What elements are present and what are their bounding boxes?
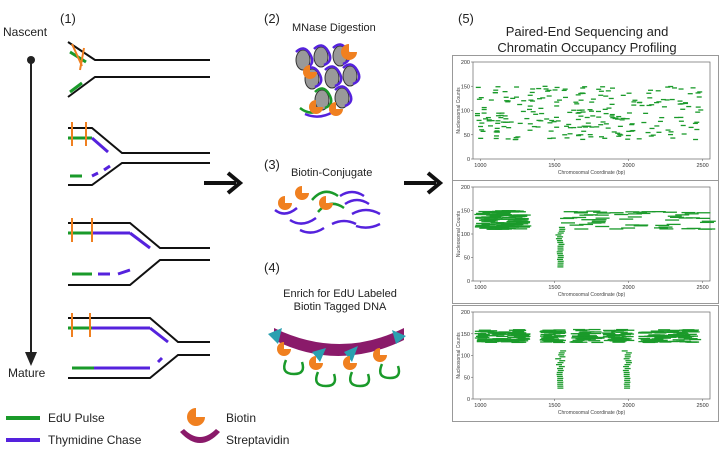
- x-tick-label: 2000: [622, 163, 634, 169]
- fork-2: [68, 122, 210, 186]
- y-axis-label: Nucleosomal Counts: [456, 210, 462, 257]
- x-tick-label: 2500: [696, 285, 708, 291]
- y-tick-label: 200: [461, 185, 470, 191]
- y-tick-label: 100: [461, 109, 470, 115]
- legend-streptavidin-icon: [180, 429, 220, 443]
- x-tick-label: 2500: [696, 403, 708, 409]
- legend-biotin-label: Biotin: [226, 411, 257, 425]
- arrow-to-step-3: [204, 171, 244, 195]
- profile-plot-1-svg: 0 50 100 150 200 1000 1500 2000 2500 Chromosomal …: [456, 60, 711, 176]
- legend-streptavidin-label: Streptavidin: [226, 433, 290, 447]
- panel-4-number: (4): [264, 260, 280, 275]
- y-tick-label: 100: [461, 232, 470, 238]
- x-tick-label: 1500: [548, 285, 560, 291]
- x-tick-label: 1500: [548, 163, 560, 169]
- x-tick-label: 2000: [622, 403, 634, 409]
- panel-3-number: (3): [264, 157, 280, 172]
- panel-2-number: (2): [264, 11, 280, 26]
- y-tick-label: 200: [461, 60, 470, 66]
- profile-plot-1: 0 50 100 150 200 1000 1500 2000 2500 Chromosomal …: [452, 55, 719, 182]
- y-tick-label: 0: [467, 397, 470, 403]
- plot-frame: [472, 186, 711, 282]
- legend-biotin-icon: [187, 408, 205, 426]
- mature-label: Mature: [8, 366, 46, 380]
- x-axis-label: Chromosomal Coordinate (bp): [558, 170, 626, 176]
- read-marks: [474, 85, 704, 141]
- y-tick-label: 0: [467, 279, 470, 285]
- fork-3: [68, 218, 210, 286]
- x-tick-label: 2500: [696, 163, 708, 169]
- plot-frame: [472, 61, 711, 160]
- y-tick-label: 50: [464, 133, 470, 139]
- y-axis-label: Nucleosomal Counts: [456, 332, 462, 379]
- y-tick-label: 150: [461, 84, 470, 90]
- read-marks: [474, 328, 702, 389]
- x-tick-label: 1500: [548, 403, 560, 409]
- sequencing-title-line2: Chromatin Occupancy Profiling: [497, 40, 677, 55]
- x-tick-label: 1000: [474, 163, 486, 169]
- nascent-mature-arrow: [25, 56, 37, 366]
- fork-4: [68, 313, 210, 379]
- y-tick-label: 50: [464, 256, 470, 262]
- x-tick-label: 1000: [474, 403, 486, 409]
- biotin-conjugate-title: Biotin-Conjugate: [291, 167, 373, 179]
- profile-plot-3-svg: 0 50 100 150 200 1000 1500 2000 2500 Chromosomal …: [456, 310, 711, 416]
- y-tick-label: 100: [461, 354, 470, 360]
- nucleosome-cluster: [295, 43, 361, 118]
- x-tick-label: 1000: [474, 285, 486, 291]
- y-axis-label: Nucleosomal Counts: [456, 87, 462, 134]
- enrich-title-line1: Enrich for EdU Labeled: [283, 288, 397, 300]
- x-axis-label: Chromosomal Coordinate (bp): [558, 410, 626, 416]
- panel-1-number: (1): [60, 11, 76, 26]
- x-axis-label: Chromosomal Coordinate (bp): [558, 292, 626, 298]
- y-tick-label: 0: [467, 157, 470, 163]
- x-tick-label: 2000: [622, 285, 634, 291]
- y-tick-label: 200: [461, 310, 470, 316]
- fork-1: [67, 41, 210, 98]
- legend-thymidine-label: Thymidine Chase: [48, 433, 142, 447]
- nascent-label: Nascent: [3, 25, 48, 39]
- plot-frame: [472, 311, 711, 400]
- y-tick-label: 150: [461, 209, 470, 215]
- arrow-to-step-5: [404, 171, 444, 195]
- enrich-title-line2: Biotin Tagged DNA: [293, 301, 387, 313]
- read-marks: [474, 210, 716, 268]
- y-tick-label: 50: [464, 375, 470, 381]
- panel-5-number: (5): [458, 11, 474, 26]
- mnase-title: MNase Digestion: [292, 22, 376, 34]
- biotin-conjugated-fragments: [274, 186, 381, 234]
- profile-plot-2-svg: 0 50 100 150 200 1000 1500 2000 2500 Chromosomal …: [456, 185, 716, 298]
- y-tick-label: 150: [461, 332, 470, 338]
- profile-plot-2: 0 50 100 150 200 1000 1500 2000 2500 Chromosomal …: [452, 180, 719, 304]
- legend-edu-label: EdU Pulse: [48, 411, 105, 425]
- streptavidin-enrichment: [268, 328, 406, 388]
- profile-plot-3: 0 50 100 150 200 1000 1500 2000 2500 Chromosomal …: [452, 305, 719, 422]
- sequencing-title-line1: Paired-End Sequencing and: [505, 24, 669, 39]
